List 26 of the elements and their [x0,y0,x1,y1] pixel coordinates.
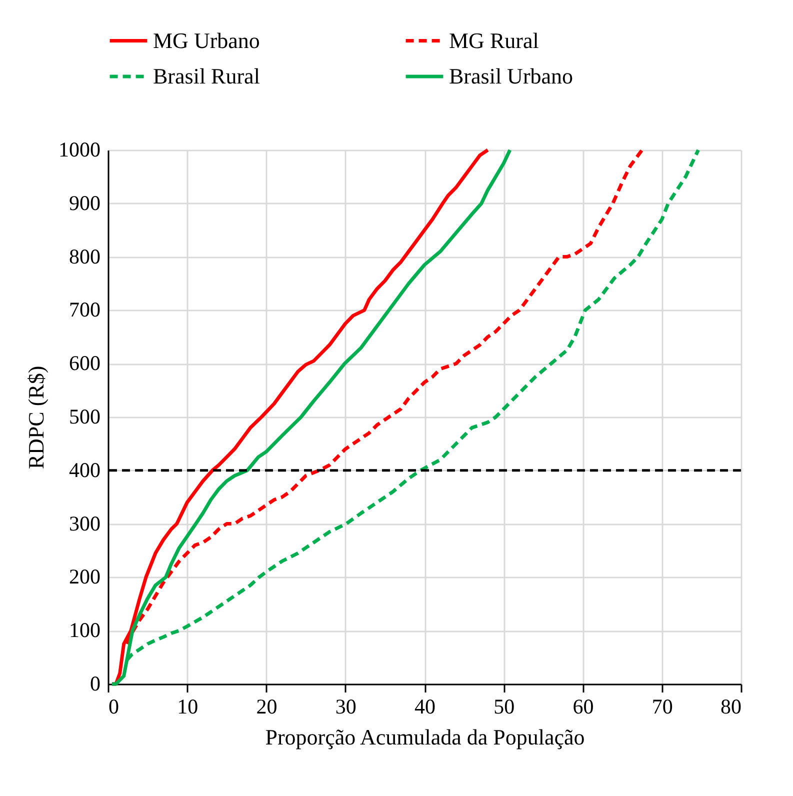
y-tick-label: 200 [69,564,100,589]
legend-label: MG Rural [449,28,539,53]
legend-label: MG Urbano [153,28,260,53]
y-tick-label: 700 [69,298,100,322]
y-tick-label: 500 [69,404,100,428]
x-tick-label: 70 [652,694,673,718]
x-tick-label: 20 [256,694,278,718]
x-tick-label: 60 [572,694,594,718]
x-tick-label: 80 [720,694,742,718]
x-tick-label: 50 [494,694,515,718]
legend-label: Brasil Urbano [449,64,574,88]
x-tick-label: 30 [335,694,356,718]
y-axis-title: RDPC (R$) [24,366,48,470]
y-tick-label: 800 [69,244,100,268]
y-tick-label: 1000 [58,138,100,162]
y-tick-label: 100 [69,618,100,642]
y-tick-label: 600 [69,351,100,376]
y-tick-label: 900 [69,190,100,215]
x-axis-title: Proporção Acumulada da População [265,724,585,750]
x-tick-label: 0 [108,694,119,718]
y-tick-label: 0 [90,672,100,696]
x-tick-label: 10 [177,694,198,718]
y-tick-label: 300 [69,511,100,536]
x-tick-label: 40 [414,694,436,718]
y-tick-label: 400 [69,458,100,482]
legend-label: Brasil Rural [153,64,260,88]
